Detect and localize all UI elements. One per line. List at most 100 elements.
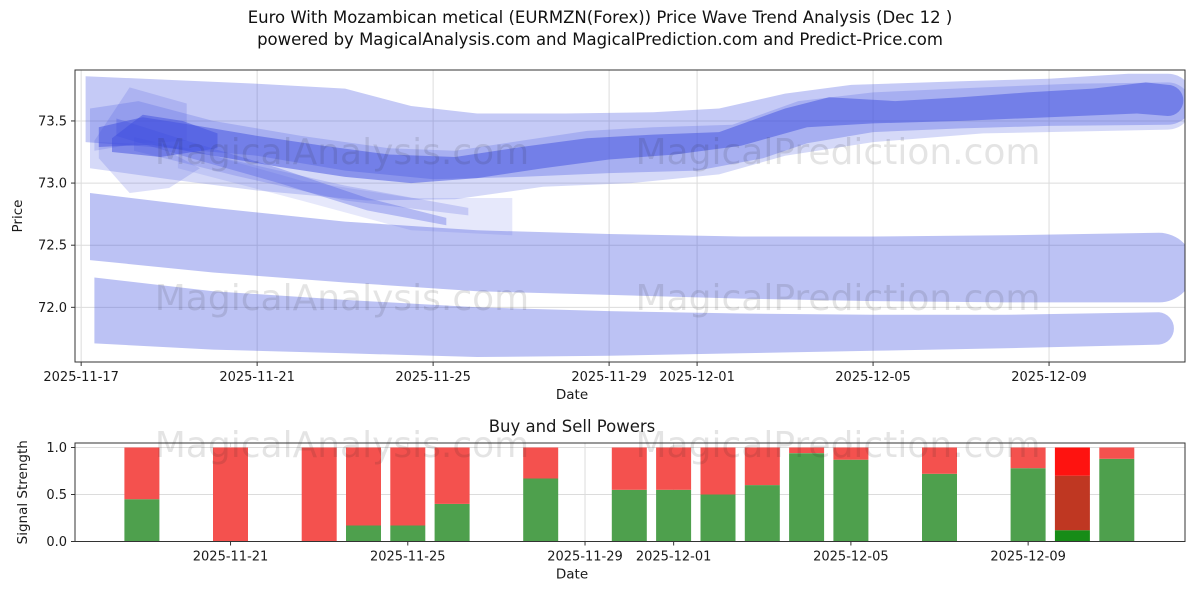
bar-2025-11-24: [346, 447, 381, 542]
y-axis-label: Price: [10, 200, 26, 233]
bar-segment-sell: [213, 447, 248, 542]
bar-segment-sell: [744, 447, 780, 486]
bar-segment-buy: [434, 503, 470, 542]
plot-border: [74, 69, 1186, 363]
axis-ticks: 2025-11-21 2025-11-25 2025-11-29 2025-12-01…: [46, 441, 1066, 564]
bar-2025-12-01: [656, 447, 692, 542]
bar-segment-sell: [611, 447, 647, 490]
bar-segment-sell: [789, 447, 825, 454]
x-tick-label: 2025-11-21: [193, 550, 269, 565]
bar-segment-sell: [700, 447, 736, 495]
watermarks: MagicalAnalysis.com MagicalPrediction.com…: [155, 132, 1041, 466]
descending-band-2: [134, 137, 469, 216]
bar-2025-11-23: [301, 447, 337, 542]
bar-segment-sell: [1099, 447, 1135, 459]
bar-segment-sell: [434, 447, 470, 504]
bar-segment-sell: [390, 447, 426, 526]
y-tick-label: 1.0: [46, 441, 67, 456]
x-tick-label: 2025-12-05: [835, 370, 911, 385]
bar-segment-sell: [124, 447, 160, 500]
fan-up-lobe: [94, 87, 187, 151]
x-tick-label: 2025-11-25: [395, 370, 471, 385]
x-tick-label: 2025-11-21: [219, 370, 295, 385]
plot-border: [74, 442, 1186, 542]
y-tick-label: 73.0: [38, 177, 67, 192]
bar-2025-12-09: [1010, 447, 1046, 542]
bar-segment-bright_sell: [1054, 447, 1090, 476]
bar-segment-buy: [656, 489, 692, 542]
watermark-text-left: MagicalAnalysis.com: [155, 132, 529, 173]
bar-2025-12-11: [1099, 447, 1135, 542]
bar-2025-11-30: [611, 447, 647, 542]
y-tick-label: 0.5: [46, 488, 67, 503]
buy-sell-bars: [124, 447, 1135, 542]
x-axis-label: Date: [556, 387, 588, 403]
bar-segment-buy: [523, 478, 559, 542]
bar-2025-11-21: [213, 447, 248, 542]
bar-segment-buy: [346, 525, 381, 542]
watermark-text-right: MagicalPrediction.com: [636, 425, 1041, 466]
x-tick-label: 2025-12-09: [1011, 370, 1087, 385]
descending-band-1: [116, 118, 447, 226]
fan-down-lobe: [98, 142, 200, 193]
price-chart: 2025-11-17 2025-11-21 2025-11-25 2025-11-29…: [10, 69, 1186, 403]
x-tick-label: 2025-11-17: [43, 370, 119, 385]
x-tick-label: 2025-11-29: [571, 370, 647, 385]
y-axis-label: Signal Strength: [15, 440, 31, 544]
bar-2025-12-04: [789, 447, 825, 542]
watermark-text-left: MagicalAnalysis.com: [155, 425, 529, 466]
bar-segment-buy: [833, 459, 869, 542]
price-wave-bands: [85, 73, 1185, 357]
bar-2025-11-28: [523, 447, 559, 542]
y-tick-label: 73.5: [38, 114, 67, 129]
bar-segment-sell: [346, 447, 381, 526]
bar-segment-buy: [124, 499, 160, 542]
bar-segment-buy: [922, 473, 957, 542]
figure-title-line2: powered by MagicalAnalysis.com and Magic…: [257, 30, 943, 49]
bar-segment-strong_buy: [1054, 530, 1090, 542]
x-tick-label: 2025-12-05: [813, 550, 889, 565]
x-axis-label: Date: [556, 567, 588, 583]
y-tick-label: 72.0: [38, 301, 67, 316]
bar-2025-12-05: [833, 447, 869, 542]
x-tick-label: 2025-12-09: [990, 550, 1066, 565]
knot-dark-patch: [112, 114, 218, 157]
x-tick-label: 2025-12-01: [636, 550, 712, 565]
x-tick-label: 2025-11-29: [547, 550, 623, 565]
bar-2025-11-19: [124, 447, 160, 542]
bar-2025-12-03: [744, 447, 780, 542]
bar-2025-12-10: [1054, 447, 1090, 542]
bar-segment-sell: [1010, 447, 1046, 469]
bar-segment-buy: [1099, 458, 1135, 542]
watermark-text-left: MagicalAnalysis.com: [155, 278, 529, 319]
signal-chart: 2025-11-21 2025-11-25 2025-11-29 2025-12-01…: [15, 417, 1186, 583]
bar-segment-strong_sell: [1054, 475, 1090, 531]
bar-segment-sell: [523, 447, 559, 479]
bar-segment-sell: [656, 447, 692, 490]
bar-segment-buy: [611, 489, 647, 542]
bottom-wide-band: [94, 277, 1174, 357]
y-tick-label: 0.0: [46, 535, 67, 550]
y-tick-label: 72.5: [38, 239, 67, 254]
bar-segment-sell: [833, 447, 869, 460]
descending-tail-band: [177, 145, 513, 236]
figure-title: Euro With Mozambican metical (EURMZN(For…: [0, 7, 1200, 51]
watermark-text-right: MagicalPrediction.com: [636, 278, 1041, 319]
x-tick-label: 2025-11-25: [370, 550, 446, 565]
bar-segment-buy: [744, 485, 780, 542]
bar-segment-buy: [1010, 468, 1046, 542]
x-tick-label: 2025-12-01: [659, 370, 735, 385]
figure-title-line1: Euro With Mozambican metical (EURMZN(For…: [247, 8, 953, 27]
bottom-chart-title: Buy and Sell Powers: [489, 417, 656, 436]
bar-2025-11-26: [434, 447, 470, 542]
bar-segment-buy: [789, 453, 825, 542]
bar-segment-sell: [301, 447, 337, 542]
bar-2025-11-25: [390, 447, 426, 542]
bar-segment-buy: [390, 525, 426, 542]
watermark-text-right: MagicalPrediction.com: [636, 132, 1041, 173]
bar-2025-12-02: [700, 447, 736, 542]
bar-segment-buy: [700, 494, 736, 542]
axis-ticks: 2025-11-17 2025-11-21 2025-11-25 2025-11-29…: [38, 114, 1087, 385]
